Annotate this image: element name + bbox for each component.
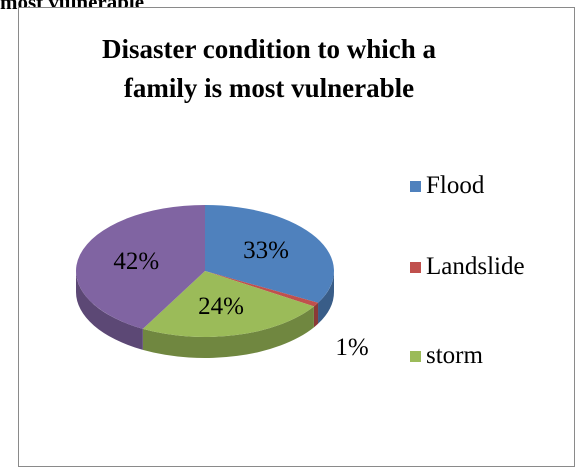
pie-slice-flood	[205, 205, 334, 303]
legend-label-landslide: Landslide	[426, 253, 525, 280]
pie-side-landslide	[313, 302, 319, 328]
chart-frame: Disaster condition to which a family is …	[18, 7, 575, 467]
data-label-storm: 24%	[198, 293, 244, 320]
pie-slice-landslide	[205, 271, 319, 307]
pie-side-other	[76, 271, 143, 350]
legend-label-flood: Flood	[426, 172, 485, 199]
legend-item-storm: storm	[410, 342, 483, 370]
chart-title-line-2: family is most vulnerable	[123, 73, 415, 103]
pie-slice-storm	[142, 271, 314, 337]
legend-swatch-flood	[410, 180, 421, 192]
chart-title: Disaster condition to which a family is …	[79, 30, 459, 108]
chart-title-line-1: Disaster condition to which a	[101, 34, 437, 64]
pie-slice-other	[75, 205, 205, 329]
legend-item-flood: Flood	[410, 172, 484, 200]
legend-swatch-storm	[410, 350, 421, 362]
pie-side-storm	[142, 306, 314, 358]
pie-side-flood	[318, 271, 334, 324]
legend-swatch-landslide	[410, 261, 421, 273]
data-label-flood: 33%	[243, 237, 289, 264]
legend-label-storm: storm	[426, 342, 483, 369]
data-label-landslide: 1%	[335, 334, 368, 361]
pie-chart: 33% 1% 24% 42%	[75, 205, 369, 361]
data-label-other: 42%	[113, 248, 159, 275]
legend-item-landslide: Landslide	[410, 253, 525, 281]
